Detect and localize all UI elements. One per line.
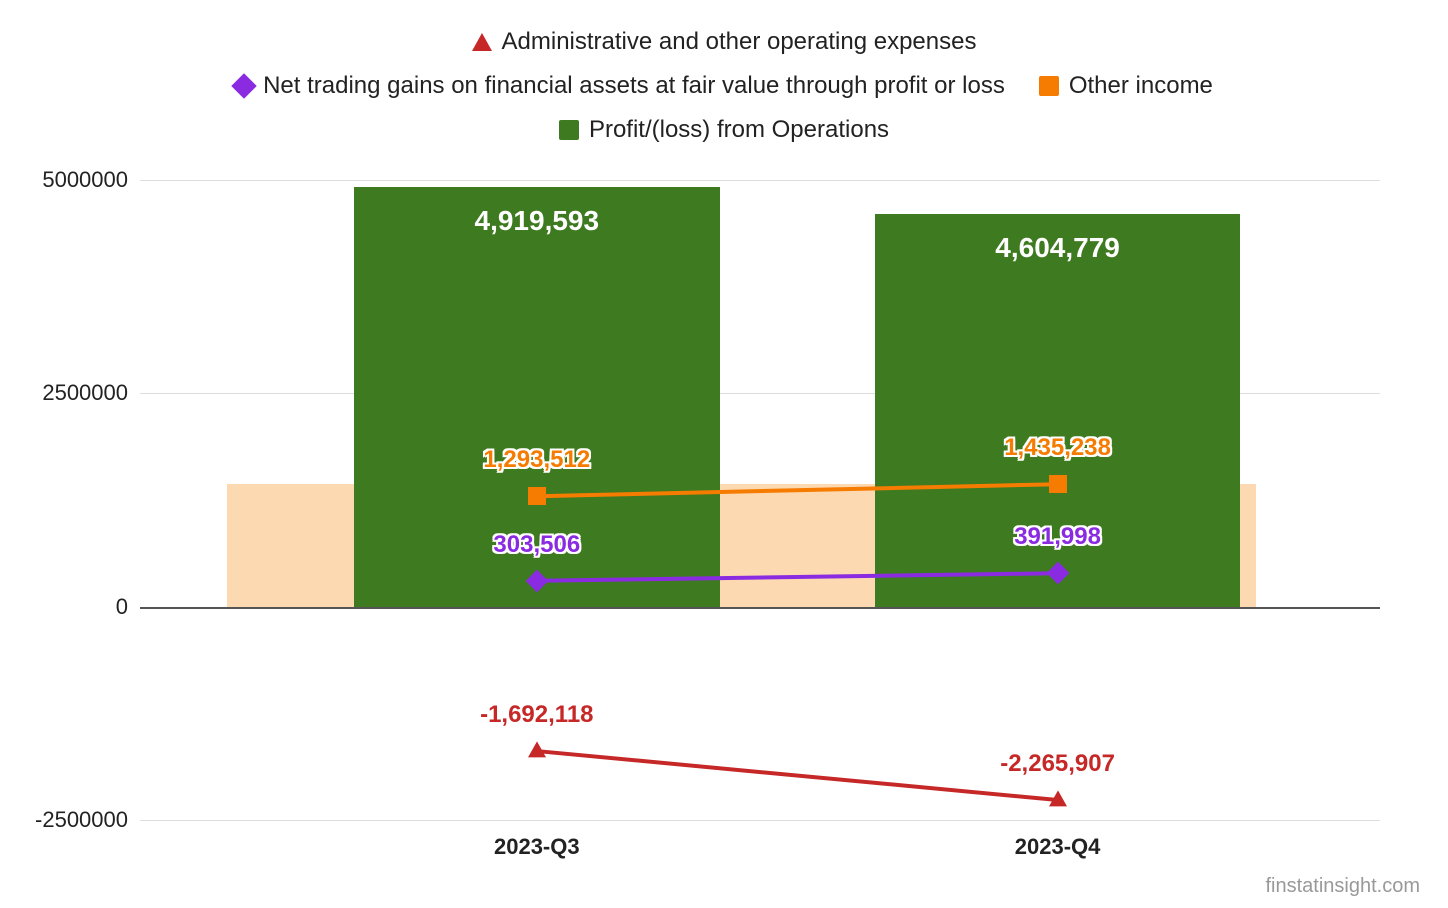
admin_expenses-legend-icon xyxy=(472,33,492,51)
gridline xyxy=(140,820,1380,821)
y-tick-label: -2500000 xyxy=(35,807,128,833)
legend-row: Profit/(loss) from Operations xyxy=(0,116,1448,144)
other_income-legend-icon xyxy=(1039,76,1059,96)
x-tick-label: 2023-Q3 xyxy=(494,834,580,860)
y-tick-label: 0 xyxy=(116,594,128,620)
admin_expenses-value-label: -1,692,118 xyxy=(480,701,593,729)
admin_expenses-line xyxy=(140,180,1380,820)
profit_ops-legend-icon xyxy=(559,120,579,140)
x-tick-label: 2023-Q4 xyxy=(1015,834,1101,860)
legend-item-profit_ops: Profit/(loss) from Operations xyxy=(559,116,889,144)
watermark: finstatinsight.com xyxy=(1265,875,1420,898)
legend-label: Net trading gains on financial assets at… xyxy=(263,72,1005,100)
legend-label: Other income xyxy=(1069,72,1213,100)
legend-row: Administrative and other operating expen… xyxy=(0,28,1448,56)
y-tick-label: 2500000 xyxy=(42,380,128,406)
legend-label: Administrative and other operating expen… xyxy=(502,28,977,56)
admin_expenses-value-label: -2,265,907 xyxy=(1000,750,1115,778)
plot-area: -25000000250000050000004,919,5934,604,77… xyxy=(140,180,1380,820)
legend-item-net_trading: Net trading gains on financial assets at… xyxy=(235,72,1005,100)
legend-row: Net trading gains on financial assets at… xyxy=(0,72,1448,100)
legend-item-admin_expenses: Administrative and other operating expen… xyxy=(472,28,977,56)
admin_expenses-marker xyxy=(1049,790,1067,806)
financial-chart: Administrative and other operating expen… xyxy=(0,0,1448,908)
admin_expenses-marker xyxy=(528,741,546,757)
y-tick-label: 5000000 xyxy=(42,167,128,193)
legend-label: Profit/(loss) from Operations xyxy=(589,116,889,144)
net_trading-legend-icon xyxy=(231,73,256,98)
legend-item-other_income: Other income xyxy=(1039,72,1213,100)
